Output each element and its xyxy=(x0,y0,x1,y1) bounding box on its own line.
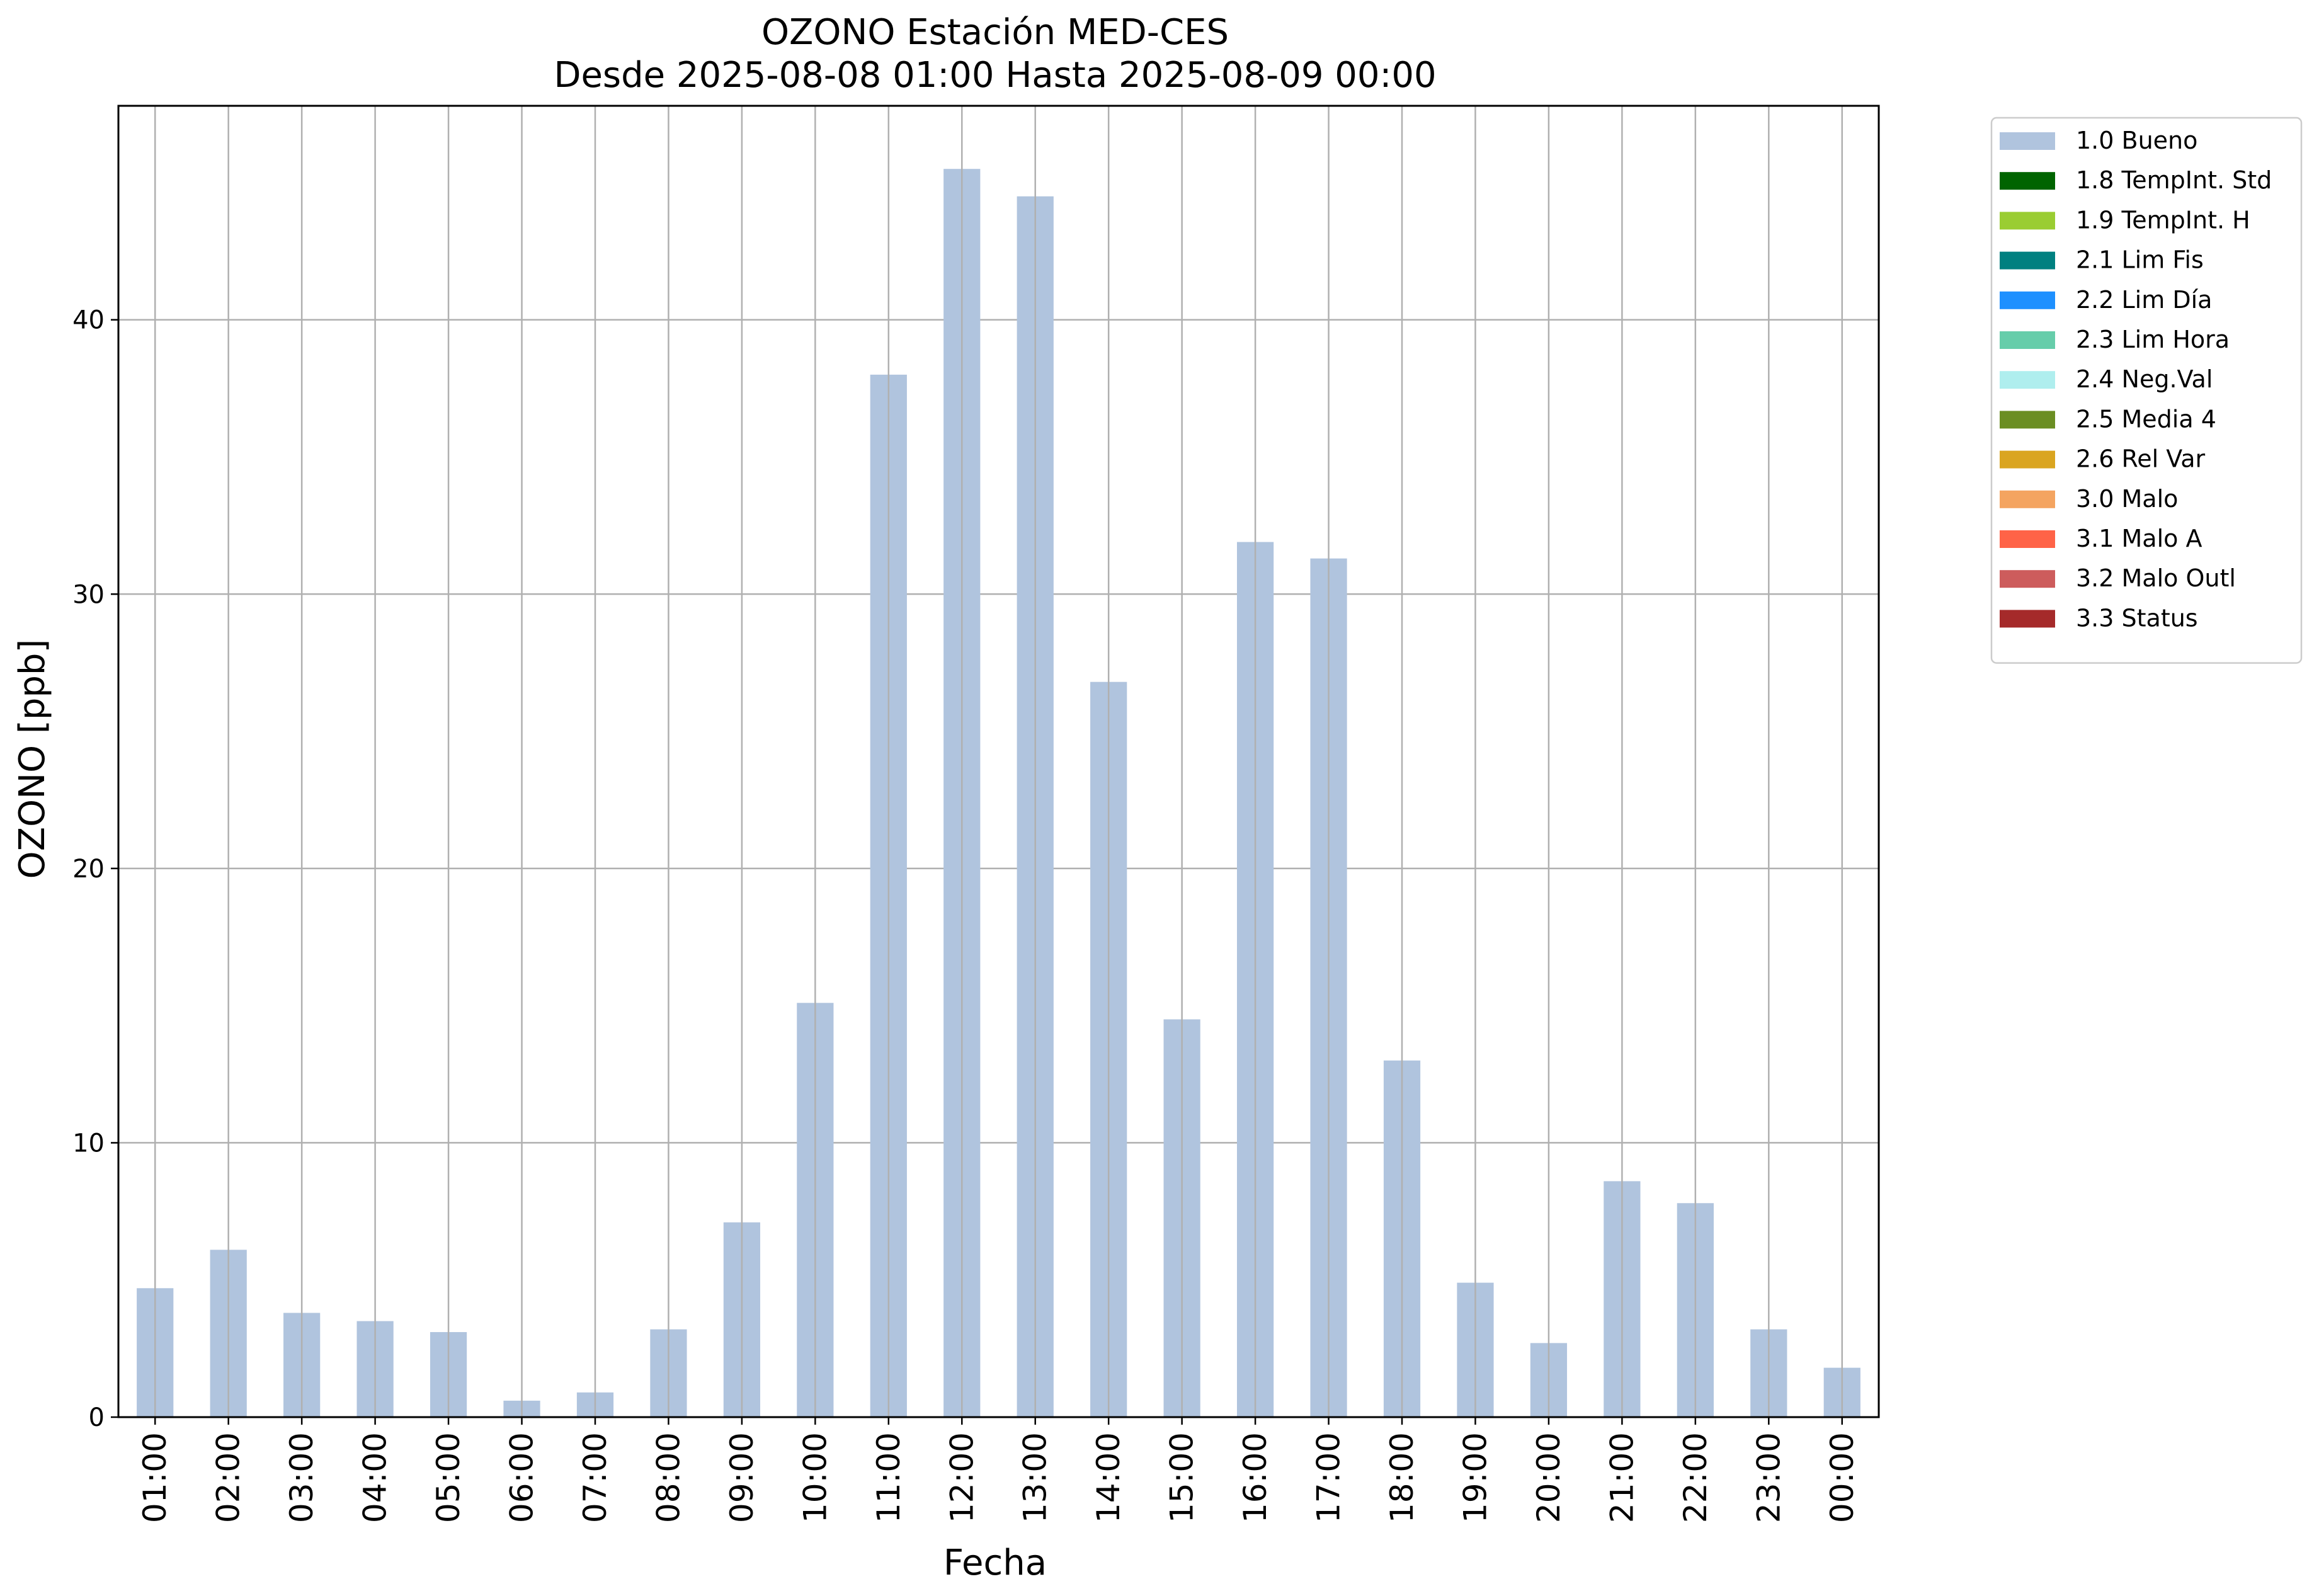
legend-label: 3.3 Status xyxy=(2076,604,2198,632)
legend-frame xyxy=(1990,117,2303,664)
x-gridlines xyxy=(154,106,1843,1417)
x-tick-label: 00:00 xyxy=(1824,1432,1860,1523)
x-tick-label: 06:00 xyxy=(504,1432,540,1523)
legend-label: 3.0 Malo xyxy=(2076,485,2178,513)
legend: 1.0 Bueno 1.8 TempInt. Std 1.9 TempInt. H 2… xyxy=(1990,117,2303,664)
legend-swatch xyxy=(2000,530,2055,548)
plot-frame xyxy=(117,105,1880,1418)
legend-swatch xyxy=(2000,450,2055,469)
x-tick-label: 10:00 xyxy=(797,1432,833,1523)
x-tick-label: 12:00 xyxy=(943,1432,980,1523)
y-tick-label: 10 xyxy=(72,1129,105,1158)
legend-swatch xyxy=(2000,411,2055,429)
legend-swatch xyxy=(2000,490,2055,508)
x-tick-label: 09:00 xyxy=(724,1432,760,1523)
x-tick-label: 17:00 xyxy=(1311,1432,1347,1523)
legend-label: 3.2 Malo Outl xyxy=(2076,564,2236,592)
y-tick-label: 30 xyxy=(72,580,105,609)
x-tick-label: 22:00 xyxy=(1677,1432,1714,1523)
x-tick-label: 14:00 xyxy=(1090,1432,1127,1523)
chart-subtitle: Desde 2025-08-08 01:00 Hasta 2025-08-09 … xyxy=(554,55,1436,96)
legend-swatch xyxy=(2000,212,2055,230)
legend-swatch xyxy=(2000,251,2055,270)
x-tick-label: 13:00 xyxy=(1017,1432,1054,1523)
legend-label: 2.2 Lim Día xyxy=(2076,286,2212,314)
legend-swatch xyxy=(2000,371,2055,389)
x-tick-label: 08:00 xyxy=(650,1432,687,1523)
x-tick-label: 16:00 xyxy=(1237,1432,1273,1523)
x-tick-label: 19:00 xyxy=(1457,1432,1493,1523)
legend-swatch xyxy=(2000,331,2055,349)
legend-label: 2.1 Lim Fis xyxy=(2076,246,2204,274)
legend-swatch xyxy=(2000,291,2055,309)
legend-label: 1.0 Bueno xyxy=(2076,127,2197,154)
y-tick-label: 20 xyxy=(72,855,105,884)
x-tick-label: 05:00 xyxy=(430,1432,467,1523)
x-tick-label: 21:00 xyxy=(1604,1432,1640,1523)
legend-swatch xyxy=(2000,132,2055,150)
y-tick-label: 40 xyxy=(72,306,105,335)
y-axis-label: OZONO [ppb] xyxy=(12,639,53,879)
legend-label: 2.3 Lim Hora xyxy=(2076,326,2230,353)
grid xyxy=(118,319,1879,1144)
x-tick-label: 02:00 xyxy=(210,1432,247,1523)
x-tick-label: 04:00 xyxy=(357,1432,394,1523)
x-tick-label: 15:00 xyxy=(1164,1432,1200,1523)
x-tick-label: 18:00 xyxy=(1384,1432,1420,1523)
legend-label: 1.8 TempInt. Std xyxy=(2076,166,2272,194)
legend-swatch xyxy=(2000,570,2055,588)
x-tick-label: 23:00 xyxy=(1750,1432,1787,1523)
legend-swatch xyxy=(2000,610,2055,628)
bars xyxy=(137,169,1860,1418)
x-axis-ticks: 01:00 02:00 03:00 04:00 05:00 06:00 07:00 08:00… xyxy=(137,1417,1860,1523)
x-tick-label: 11:00 xyxy=(870,1432,907,1523)
legend-label: 1.9 TempInt. H xyxy=(2076,206,2250,234)
legend-swatch xyxy=(2000,172,2055,190)
chart-title: OZONO Estación MED-CES xyxy=(761,12,1229,53)
x-tick-label: 01:00 xyxy=(137,1432,173,1523)
legend-label: 2.6 Rel Var xyxy=(2076,445,2206,473)
x-axis-label: Fecha xyxy=(943,1542,1047,1583)
y-tick-label: 0 xyxy=(89,1403,105,1432)
x-tick-label: 03:00 xyxy=(283,1432,320,1523)
legend-label: 3.1 Malo A xyxy=(2076,525,2202,552)
y-axis-ticks: 0 10 20 30 40 xyxy=(72,306,118,1432)
legend-label: 2.5 Media 4 xyxy=(2076,405,2216,433)
x-tick-label: 20:00 xyxy=(1530,1432,1567,1523)
legend-label: 2.4 Neg.Val xyxy=(2076,365,2213,393)
x-tick-label: 07:00 xyxy=(577,1432,613,1523)
